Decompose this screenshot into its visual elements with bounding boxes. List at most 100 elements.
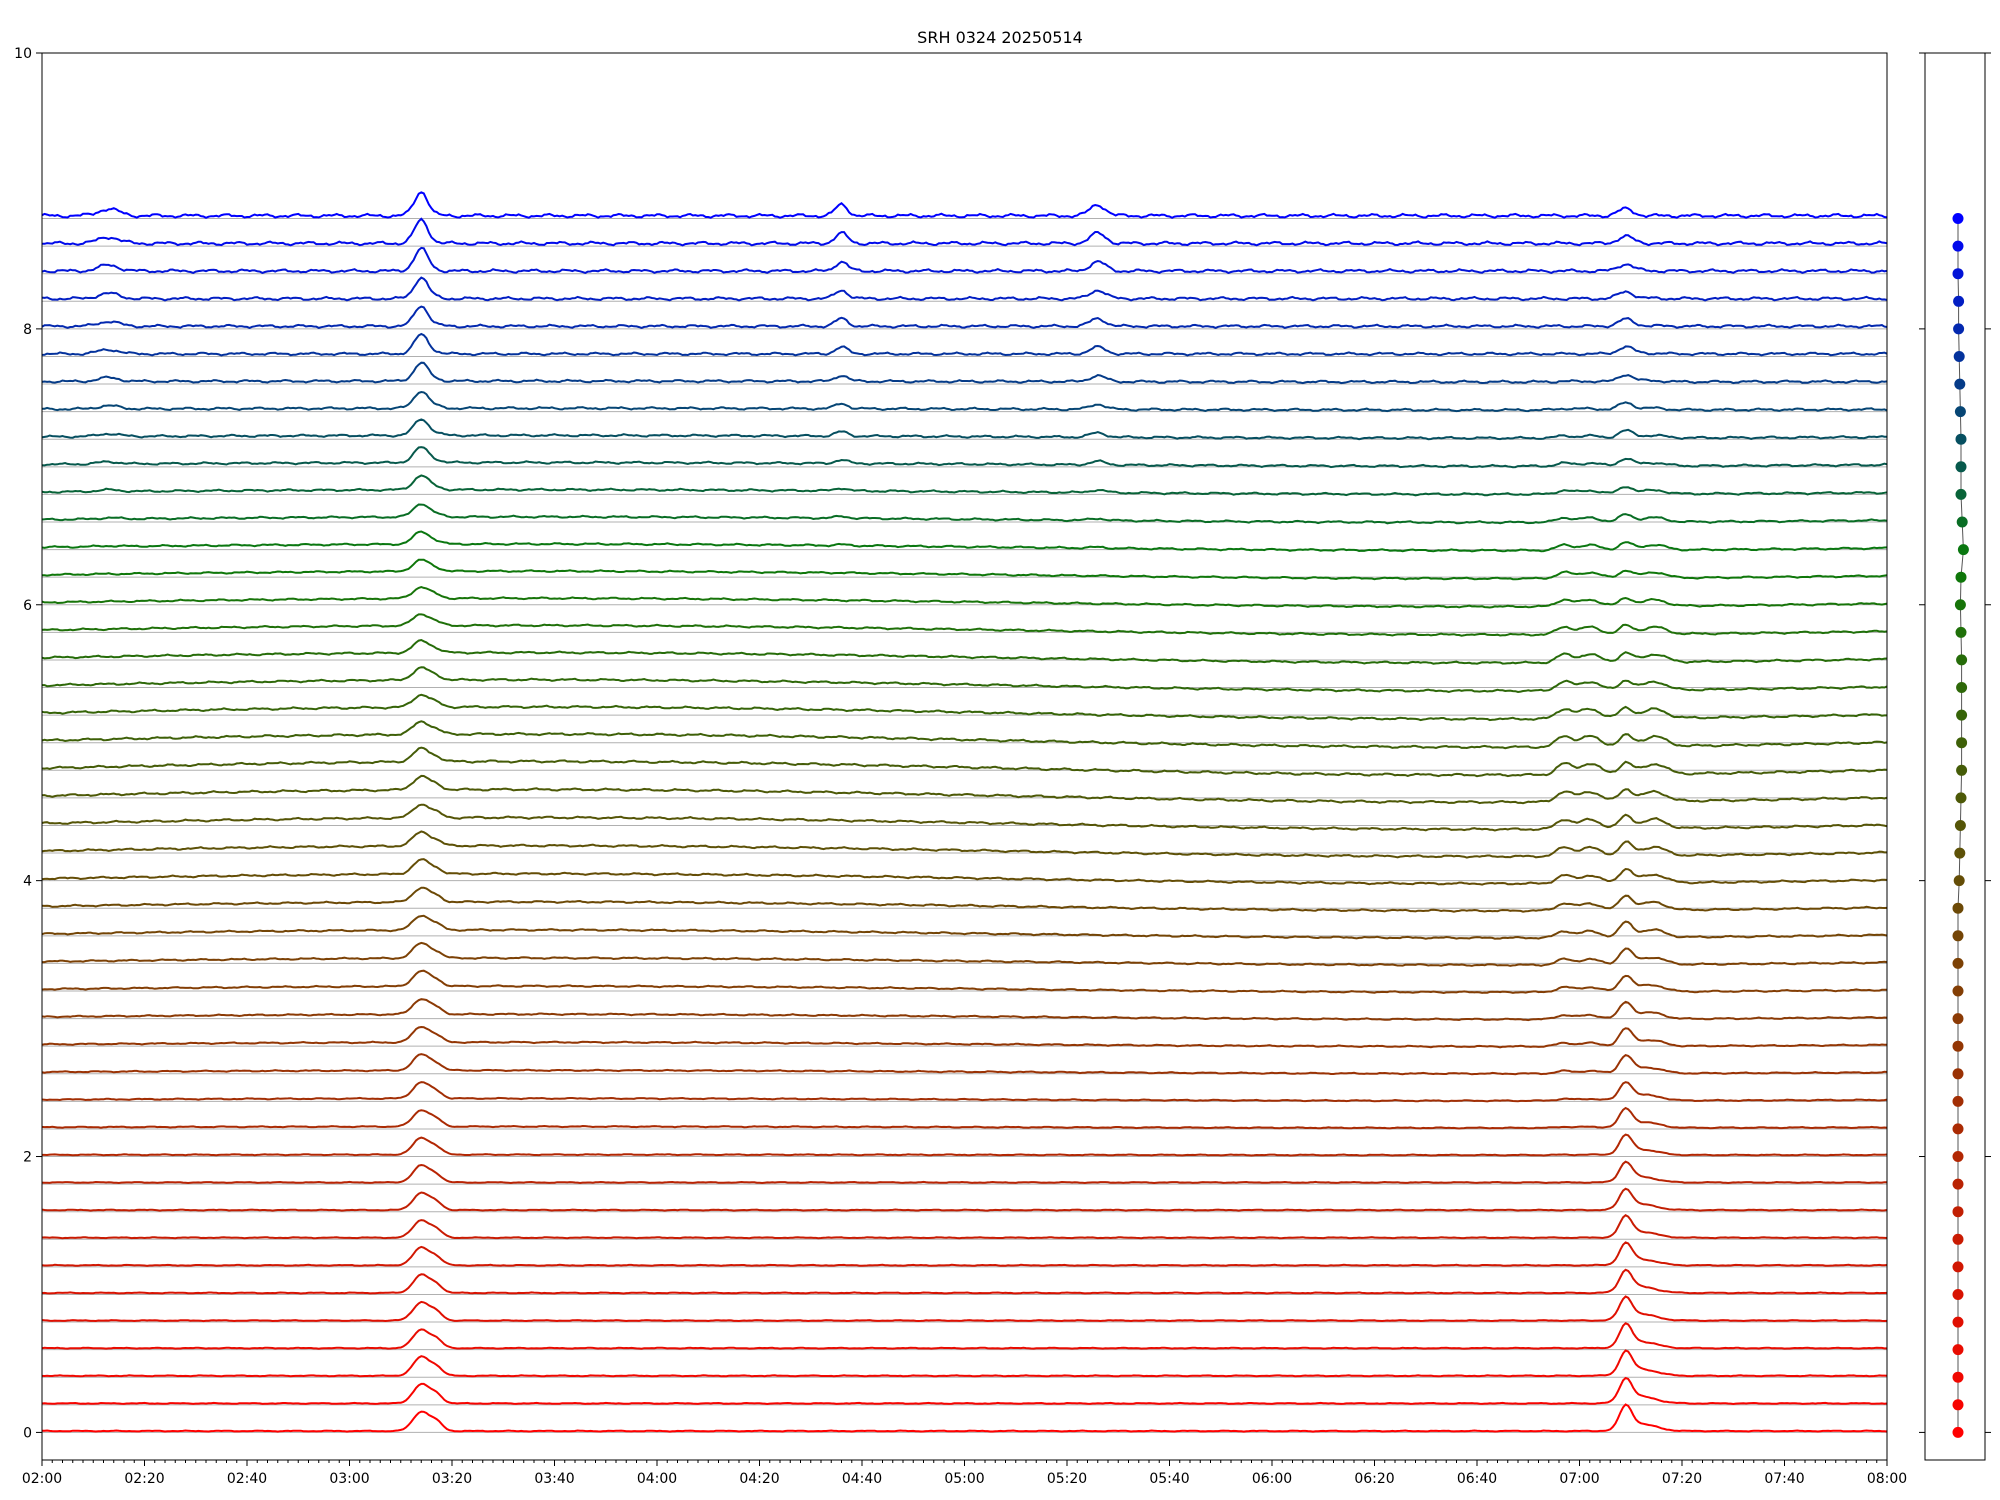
series-line (41, 586, 1888, 609)
x-tick-label: 03:40 (534, 1471, 574, 1487)
side-point (1956, 737, 1968, 749)
series-line (41, 1349, 1888, 1378)
series-line (41, 746, 1888, 778)
side-point (1954, 599, 1966, 611)
side-point-group (1952, 213, 1969, 1438)
series-line (41, 246, 1888, 274)
x-tick-label: 04:20 (739, 1471, 779, 1487)
x-tick-label: 02:20 (124, 1471, 164, 1487)
side-point (1954, 406, 1966, 418)
side-point (1952, 1316, 1964, 1328)
side-point (1955, 488, 1967, 500)
side-axis-ticks (1919, 52, 1991, 1433)
x-tick-label: 08:00 (1867, 1471, 1907, 1487)
side-point (1952, 1013, 1964, 1025)
side-point (1952, 213, 1964, 224)
series-line (41, 1025, 1887, 1049)
side-point (1954, 820, 1966, 831)
main-axes: 02:00 02:20 02:40 03:00 03:20 03:40 04:00 04:20… (14, 46, 1907, 1487)
side-point (1953, 295, 1965, 307)
series-line (41, 474, 1888, 497)
series-line (41, 693, 1887, 722)
series-line (41, 305, 1888, 329)
x-tick-label: 07:00 (1559, 1471, 1599, 1487)
y-tick-label: 6 (23, 598, 32, 614)
series-line (41, 332, 1888, 357)
series-line (41, 217, 1888, 247)
side-point (1952, 1068, 1964, 1080)
y-tick-label: 0 (23, 1425, 32, 1441)
side-point (1952, 1371, 1964, 1383)
side-point (1955, 433, 1967, 445)
side-point (1952, 1399, 1964, 1411)
series-line (41, 1106, 1888, 1130)
side-point (1955, 792, 1967, 804)
main-grid (42, 218, 1887, 1433)
series-line (41, 830, 1887, 859)
trace-group (41, 191, 1888, 1433)
side-point (1956, 654, 1968, 666)
side-point (1952, 268, 1964, 280)
series-line (41, 886, 1888, 913)
side-axes (1919, 52, 1991, 1461)
series-line (41, 720, 1888, 750)
x-axis-ticks: 02:00 02:20 02:40 03:00 03:20 03:40 04:00 04:20… (22, 1460, 1907, 1487)
side-point (1952, 1123, 1964, 1135)
side-point (1956, 709, 1968, 721)
x-tick-label: 04:00 (637, 1471, 677, 1487)
side-point (1954, 378, 1966, 390)
series-line (41, 914, 1888, 940)
side-point (1952, 1095, 1964, 1107)
x-tick-label: 06:20 (1354, 1471, 1394, 1487)
x-tick-label: 03:20 (432, 1471, 472, 1487)
series-line (41, 1081, 1888, 1103)
series-line (41, 1295, 1888, 1323)
series-line (42, 1133, 1888, 1157)
series-line (41, 969, 1888, 995)
y-tick-label: 10 (14, 46, 32, 62)
series-line (41, 558, 1888, 581)
x-tick-label: 05:00 (944, 1471, 984, 1487)
series-line (41, 803, 1888, 832)
x-tick-label: 07:40 (1764, 1471, 1804, 1487)
series-line (41, 858, 1888, 886)
y-tick-label: 2 (23, 1150, 32, 1166)
side-point (1952, 240, 1964, 252)
x-tick-label: 06:00 (1252, 1471, 1292, 1487)
side-point (1952, 902, 1964, 914)
series-line (41, 446, 1888, 469)
side-point (1955, 626, 1967, 638)
side-point (1952, 985, 1964, 997)
side-point (1956, 682, 1968, 693)
series-line (41, 613, 1888, 637)
series-line (41, 361, 1888, 385)
side-point (1957, 544, 1969, 556)
side-point (1952, 1426, 1964, 1438)
side-point (1952, 1261, 1964, 1273)
side-point (1952, 1233, 1964, 1245)
series-line (41, 191, 1888, 219)
x-tick-label: 05:20 (1047, 1471, 1087, 1487)
side-point (1952, 1151, 1964, 1162)
chart-title: SRH 0324 20250514 (917, 28, 1083, 47)
x-tick-label: 03:00 (329, 1471, 369, 1487)
series-line (41, 1241, 1888, 1267)
series-line (41, 1268, 1888, 1295)
side-point (1956, 516, 1968, 528)
side-point (1955, 571, 1967, 583)
x-tick-label: 06:40 (1457, 1471, 1497, 1487)
side-point (1952, 1289, 1964, 1300)
series-line (42, 941, 1888, 967)
series-line (41, 390, 1888, 413)
x-tick-label: 02:40 (227, 1471, 267, 1487)
series-line (41, 1213, 1888, 1240)
series-line (41, 503, 1888, 525)
side-point (1954, 847, 1966, 859)
side-point (1953, 323, 1965, 335)
series-line (41, 1322, 1887, 1350)
side-point (1953, 351, 1965, 362)
side-point (1952, 1178, 1964, 1190)
side-plot-frame (1924, 52, 1986, 1461)
